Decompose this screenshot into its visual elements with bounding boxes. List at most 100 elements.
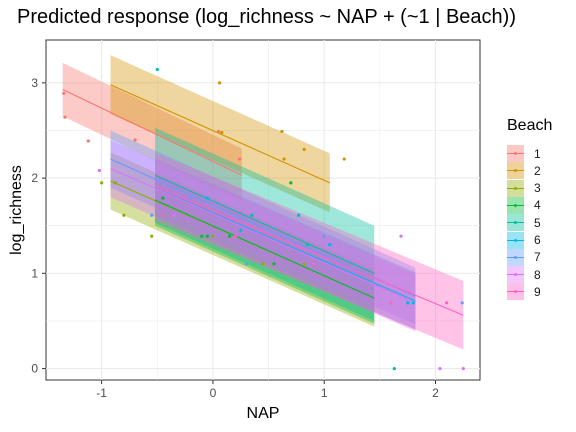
point-beach-2 — [220, 130, 224, 134]
point-beach-4 — [161, 196, 165, 200]
point-beach-6 — [297, 213, 301, 217]
legend-item-beach-4: 4 — [507, 196, 541, 214]
point-beach-1 — [86, 139, 90, 143]
point-beach-4 — [200, 234, 204, 238]
legend-title: Beach — [507, 117, 553, 134]
point-beach-3 — [211, 234, 215, 238]
legend-label: 9 — [534, 284, 541, 299]
y-tick-label: 0 — [31, 362, 38, 376]
legend-key — [507, 231, 524, 249]
legend-label: 8 — [534, 267, 541, 282]
point-beach-6 — [205, 196, 209, 200]
point-beach-5 — [305, 243, 310, 247]
point-beach-4 — [228, 234, 232, 238]
y-tick-label: 1 — [31, 266, 38, 280]
legend-key — [507, 214, 524, 232]
point-beach-2 — [282, 157, 286, 161]
point-beach-6 — [239, 228, 243, 233]
legend-key — [507, 145, 524, 162]
point-beach-3 — [261, 262, 265, 266]
y-tick-label: 2 — [31, 171, 38, 185]
legend-item-beach-6: 6 — [507, 231, 541, 249]
point-beach-1 — [63, 115, 67, 119]
point-beach-5 — [155, 67, 159, 72]
legend-item-beach-3: 3 — [507, 179, 541, 197]
point-beach-4 — [205, 234, 209, 238]
point-beach-9 — [161, 213, 165, 217]
point-beach-4 — [272, 262, 276, 266]
point-beach-7 — [189, 196, 193, 200]
point-beach-1 — [238, 157, 242, 161]
x-tick-label: 0 — [210, 386, 217, 400]
point-beach-3 — [113, 181, 117, 185]
legend-label: 2 — [534, 163, 541, 178]
point-beach-1 — [62, 91, 66, 95]
point-beach-8 — [461, 366, 465, 371]
point-beach-7 — [244, 262, 248, 266]
point-beach-6 — [406, 301, 410, 305]
legend-label: 1 — [534, 146, 541, 161]
legend-key — [507, 196, 524, 214]
legend-item-beach-8: 8 — [507, 266, 541, 284]
point-beach-3 — [100, 181, 104, 185]
line-beach-5 — [154, 174, 375, 274]
legend-item-beach-1: 1 — [507, 145, 541, 162]
point-beach-9 — [311, 262, 315, 266]
legend-key — [507, 179, 524, 197]
point-beach-1 — [133, 138, 137, 142]
legend-label: 6 — [534, 233, 541, 247]
legend-item-beach-9: 9 — [507, 283, 541, 301]
point-beach-8 — [228, 196, 232, 200]
line-beach-4 — [154, 199, 375, 299]
point-beach-3 — [150, 234, 154, 238]
chart-title: Predicted response (log_richness ~ NAP +… — [17, 6, 516, 28]
legend-key — [507, 248, 524, 266]
point-beach-4 — [289, 181, 293, 185]
point-beach-1 — [216, 129, 221, 134]
legend-item-beach-5: 5 — [507, 214, 541, 232]
legend-key — [507, 266, 524, 284]
point-beach-8 — [399, 234, 403, 238]
line-beach-7 — [110, 158, 416, 297]
point-beach-7 — [322, 234, 326, 238]
legend-label: 4 — [534, 198, 541, 213]
x-tick-label: -1 — [96, 386, 107, 400]
legend-label: 3 — [534, 181, 541, 196]
point-beach-3 — [122, 213, 126, 217]
point-beach-8 — [172, 213, 176, 217]
point-beach-9 — [233, 234, 237, 238]
line-beach-8 — [110, 168, 416, 304]
line-beach-1 — [62, 89, 243, 176]
point-beach-9 — [389, 301, 393, 305]
x-axis-label: NAP — [247, 405, 280, 422]
plot-panel — [45, 39, 481, 381]
point-beach-2 — [302, 147, 306, 152]
data-points — [62, 67, 465, 371]
legend-label: 5 — [534, 215, 541, 230]
legend-key — [507, 283, 524, 301]
prediction-lines — [62, 84, 464, 316]
axes: -1 0 1 2 0 1 2 3 — [31, 76, 439, 400]
point-beach-8 — [97, 168, 102, 173]
point-beach-5 — [392, 366, 396, 371]
point-beach-6 — [411, 301, 415, 305]
y-axis-label: log_richness — [8, 165, 25, 255]
point-beach-6 — [328, 243, 332, 247]
point-beach-5 — [250, 213, 254, 217]
grid-lines — [46, 40, 480, 380]
point-beach-2 — [218, 81, 222, 85]
point-beach-3 — [302, 262, 306, 266]
point-beach-2 — [342, 157, 346, 161]
legend-item-beach-2: 2 — [507, 162, 541, 180]
point-beach-8 — [438, 366, 442, 371]
point-beach-9 — [445, 301, 449, 305]
point-beach-7 — [460, 301, 464, 305]
y-tick-label: 3 — [31, 76, 38, 90]
line-beach-2 — [110, 84, 330, 184]
line-beach-9 — [154, 186, 464, 316]
legend-label: 7 — [534, 250, 541, 265]
x-tick-label: 2 — [432, 386, 439, 400]
point-beach-7 — [150, 213, 154, 217]
point-beach-2 — [280, 129, 284, 134]
